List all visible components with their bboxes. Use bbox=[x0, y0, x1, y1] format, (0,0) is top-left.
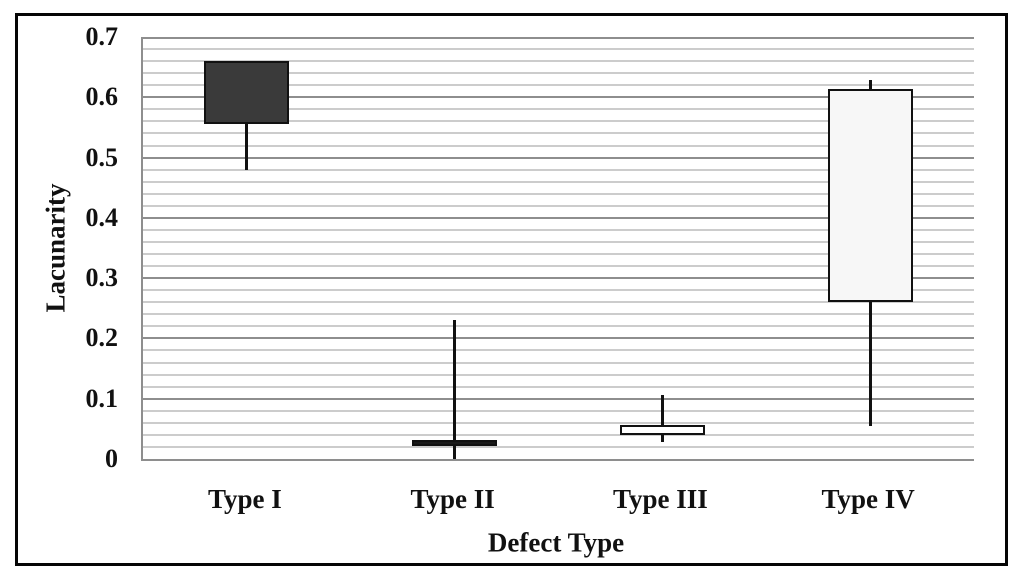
x-category-label: Type IV bbox=[821, 484, 915, 514]
gridline-minor bbox=[143, 445, 974, 448]
y-tick-label: 0.6 bbox=[85, 82, 119, 112]
y-tick-label: 0.5 bbox=[85, 142, 119, 172]
gridline-minor bbox=[143, 349, 974, 352]
box bbox=[204, 61, 290, 124]
y-tick-label: 0 bbox=[105, 444, 118, 473]
x-category-label: Type II bbox=[410, 484, 495, 514]
x-axis-title: Defect Type bbox=[487, 527, 625, 558]
box bbox=[827, 88, 913, 303]
box bbox=[619, 424, 705, 435]
y-tick-label: 0.4 bbox=[85, 202, 119, 232]
gridline-minor bbox=[143, 385, 974, 388]
x-category-label: Type III bbox=[612, 484, 708, 514]
y-tick-label: 0.1 bbox=[85, 383, 119, 413]
gridline-minor bbox=[143, 361, 974, 364]
gridline-minor bbox=[143, 433, 974, 436]
y-tick-label: 0.7 bbox=[85, 22, 119, 51]
x-category-label: Type I bbox=[207, 484, 282, 514]
gridline-minor bbox=[143, 421, 974, 424]
plot-area bbox=[141, 37, 974, 461]
gridline-minor bbox=[143, 373, 974, 376]
whisker-line bbox=[453, 320, 457, 459]
gridline-minor bbox=[143, 313, 974, 316]
y-tick-label: 0.2 bbox=[85, 323, 119, 353]
gridline-minor bbox=[143, 325, 974, 328]
y-tick-label: 0.3 bbox=[85, 263, 119, 293]
whisker-line bbox=[660, 395, 664, 442]
box bbox=[412, 440, 498, 446]
gridline-major bbox=[143, 337, 974, 340]
gridline-minor bbox=[143, 48, 974, 51]
gridline-minor bbox=[143, 409, 974, 412]
gridline-major bbox=[143, 37, 974, 39]
gridline-major bbox=[143, 397, 974, 400]
